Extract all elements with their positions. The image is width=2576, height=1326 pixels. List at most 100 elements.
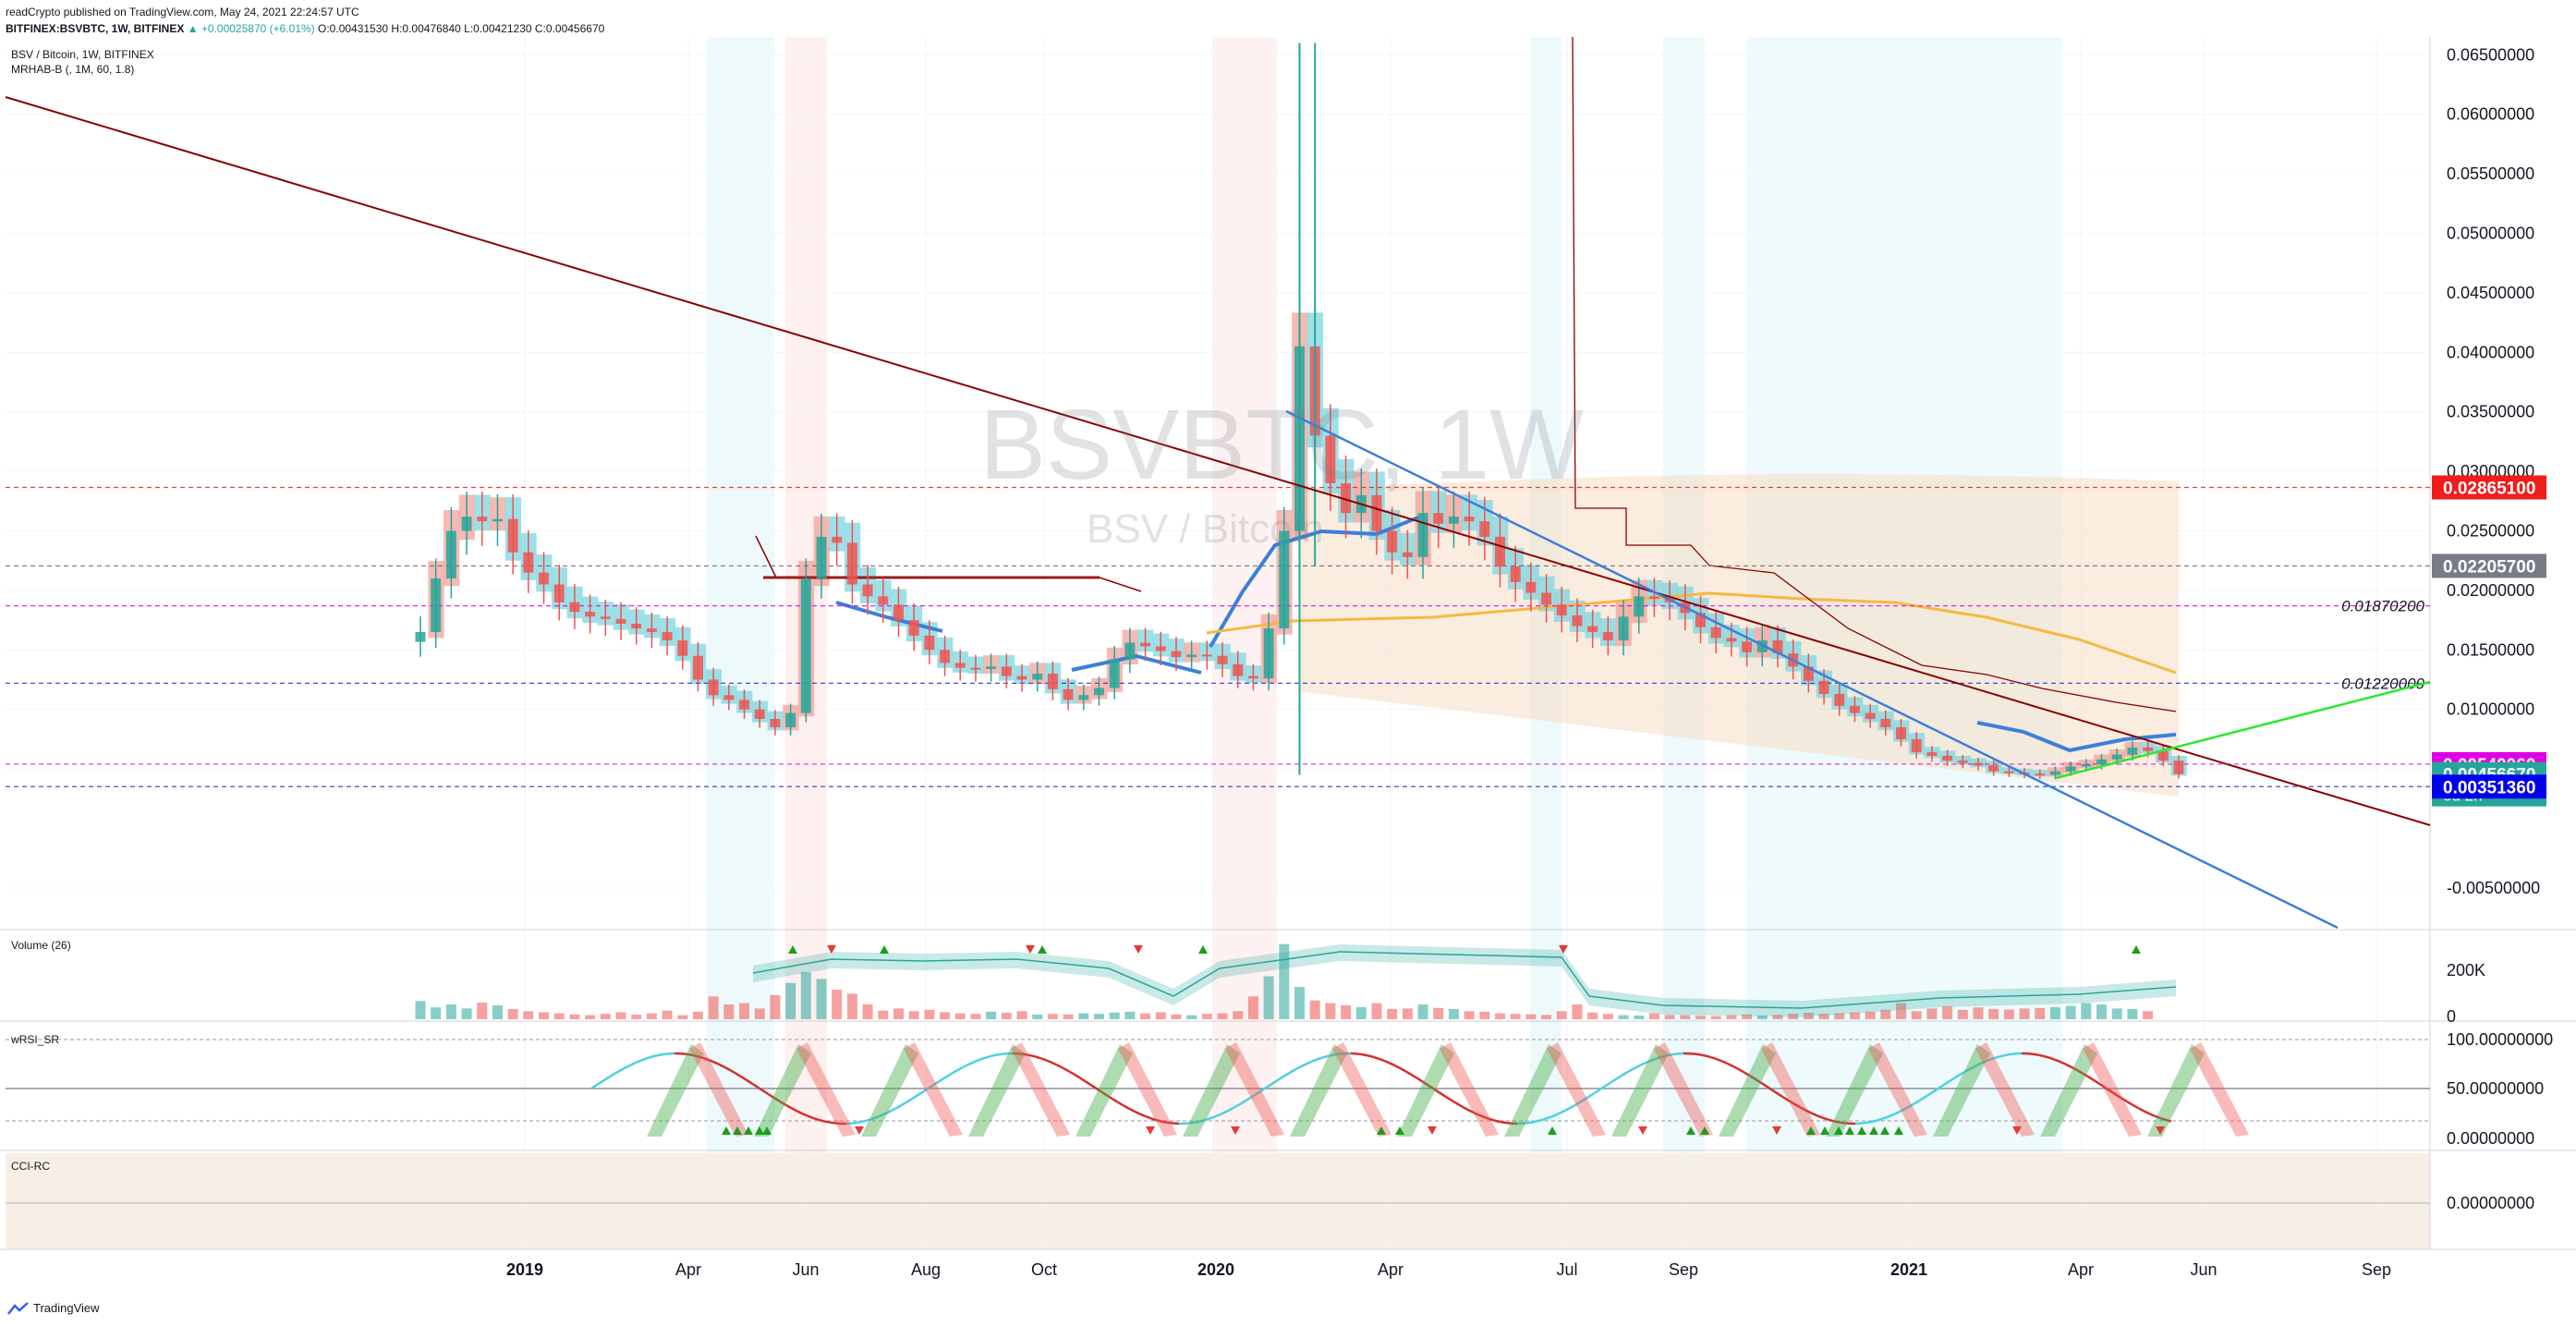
- volume-bar: [1479, 1011, 1490, 1019]
- wrsi-signal-segment: [1250, 1092, 1258, 1099]
- wrsi-signal-segment: [873, 1114, 881, 1120]
- wrsi-signal-segment: [1943, 1079, 1950, 1086]
- volume-bar: [1402, 1008, 1413, 1019]
- wrsi-signal-segment: [2115, 1093, 2122, 1100]
- volume-bar: [1695, 1016, 1707, 1019]
- wrsi-signal-segment: [1117, 1101, 1124, 1107]
- wrsi-signal-segment: [1283, 1071, 1291, 1077]
- time-tick-label: 2021: [1890, 1260, 1927, 1279]
- wrsi-signal-segment: [884, 1110, 892, 1115]
- wrsi-signal-segment: [1816, 1113, 1823, 1119]
- wrsi-signal-segment: [995, 1052, 1002, 1056]
- wrsi-signal-segment: [2076, 1069, 2084, 1075]
- volume-signal-marker: [827, 945, 836, 954]
- red-trail-line: [1572, 36, 2177, 712]
- wrsi-signal-segment: [1372, 1055, 1379, 1060]
- wrsi-signal-segment: [1161, 1120, 1169, 1125]
- price-tick-label: 0.02000000: [2447, 581, 2534, 600]
- candle-body: [1896, 727, 1907, 739]
- wrsi-signal-segment: [1062, 1066, 1069, 1072]
- wrsi-signal-segment: [1422, 1080, 1429, 1087]
- wrsi-legend[interactable]: wRSI_SR: [11, 1033, 60, 1046]
- wrsi-signal-segment: [1932, 1087, 1939, 1093]
- wrsi-tick-label: 50.00000000: [2447, 1079, 2544, 1098]
- volume-bar: [523, 1011, 534, 1019]
- wrsi-signal-segment: [1461, 1105, 1468, 1111]
- candle-body: [445, 530, 456, 579]
- candle-body: [1849, 705, 1860, 713]
- volume-bar: [1109, 1012, 1120, 1019]
- price-axis[interactable]: 0.06500000 0.06000000 0.05500000 0.05000000…: [2447, 45, 2553, 1212]
- wrsi-signal-segment: [662, 1052, 670, 1056]
- volume-bar: [1387, 1008, 1398, 1019]
- main-series-legend[interactable]: BSV / Bitcoin, 1W, BITFINEX: [11, 48, 154, 61]
- wrsi-down-wedge: [904, 1042, 963, 1137]
- wrsi-signal-segment: [1732, 1064, 1740, 1071]
- candle-body: [739, 699, 750, 710]
- volume-bar: [754, 1008, 765, 1019]
- candle-body: [924, 635, 935, 651]
- wrsi-signal-segment: [1577, 1099, 1585, 1105]
- candle-body: [1032, 674, 1043, 680]
- wrsi-down-wedge: [1761, 1042, 1820, 1137]
- candle-series: [415, 43, 2184, 780]
- candle-body: [1247, 675, 1258, 679]
- volume-bar: [1572, 1004, 1583, 1019]
- time-tick-label: 2020: [1197, 1260, 1234, 1279]
- volume-bar: [415, 1001, 426, 1019]
- volume-bar: [2127, 1008, 2138, 1019]
- wrsi-signal-segment: [1821, 1116, 1829, 1121]
- wrsi-sell-marker: [1638, 1126, 1647, 1135]
- volume-bar: [1834, 1013, 1845, 1019]
- wrsi-signal-segment: [1549, 1113, 1557, 1119]
- volume-bar: [1988, 1008, 1999, 1019]
- candle-body: [2143, 747, 2154, 751]
- wrsi-tick-label: 0.00000000: [2447, 1129, 2534, 1148]
- long-downtrend-line: [5, 96, 2431, 826]
- volume-bar: [924, 1009, 935, 1019]
- wrsi-sell-marker: [1772, 1126, 1781, 1135]
- candle-body: [1602, 632, 1613, 641]
- level-annotation: 0.01870200: [2341, 598, 2424, 615]
- wrsi-down-wedge: [1975, 1042, 2035, 1137]
- wrsi-signal-segment: [1888, 1113, 1895, 1118]
- wrsi-signal-segment: [2054, 1058, 2061, 1064]
- wrsi-signal-segment: [2004, 1052, 2011, 1057]
- wrsi-signal-segment: [2087, 1076, 2095, 1082]
- mrhab-indicator-legend[interactable]: MRHAB-B (, 1M, 60, 1.8): [11, 63, 135, 76]
- wrsi-up-wedge: [2040, 1044, 2097, 1137]
- wrsi-signal-segment: [2148, 1112, 2156, 1117]
- wrsi-signal-segment: [773, 1097, 781, 1103]
- volume-bar: [1171, 1014, 1182, 1019]
- candle-body: [692, 655, 703, 680]
- volume-bar: [1155, 1012, 1166, 1019]
- volume-bar: [1032, 1014, 1043, 1019]
- wrsi-signal-segment: [862, 1118, 869, 1123]
- candle-body: [1186, 654, 1197, 658]
- time-tick-label: Sep: [1669, 1260, 1698, 1279]
- wrsi-signal-segment: [1189, 1121, 1197, 1125]
- wrsi-signal-segment: [868, 1116, 875, 1122]
- tradingview-brand[interactable]: TradingView: [7, 1301, 100, 1315]
- cci-legend[interactable]: CCI-RC: [11, 1160, 50, 1173]
- wrsi-signal-segment: [679, 1052, 687, 1055]
- wrsi-signal-segment: [640, 1057, 648, 1062]
- candle-body: [1078, 695, 1089, 700]
- volume-legend[interactable]: Volume (26): [11, 939, 71, 952]
- wrsi-signal-segment: [934, 1079, 942, 1086]
- wrsi-signal-segment: [596, 1080, 603, 1087]
- wrsi-signal-segment: [901, 1101, 908, 1106]
- candle-body: [940, 650, 951, 663]
- candle-body: [1109, 659, 1120, 688]
- wrsi-signal-segment: [1195, 1120, 1202, 1124]
- wrsi-down-wedge: [1440, 1042, 1499, 1137]
- wrsi-signal-segment: [723, 1065, 731, 1072]
- candle-body: [600, 616, 611, 619]
- wrsi-signal-segment: [1233, 1102, 1241, 1109]
- wrsi-signal-segment: [1400, 1067, 1407, 1073]
- time-axis[interactable]: 2019 Apr Jun Aug Oct 2020 Apr Jul Sep 2021 Apr Jun S…: [506, 1260, 2391, 1279]
- wrsi-buy-marker: [733, 1126, 742, 1135]
- wrsi-buy-marker: [722, 1126, 731, 1135]
- volume-bar: [461, 1008, 472, 1019]
